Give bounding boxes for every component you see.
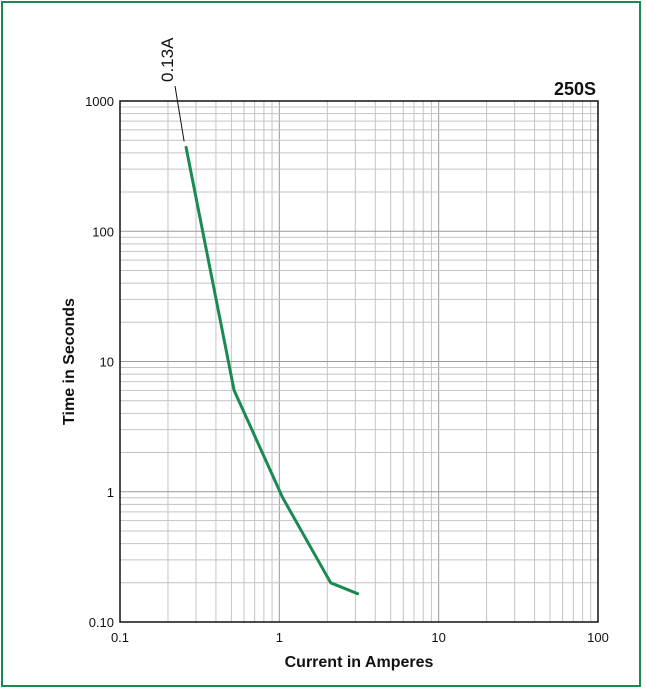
y-tick-label: 0.10 [89, 615, 114, 630]
x-axis-title: Current in Amperes [285, 654, 434, 671]
y-tick-label: 100 [92, 224, 114, 239]
y-axis-title: Time in Seconds [61, 298, 78, 425]
chart-title: 250S [554, 79, 596, 99]
y-tick-label: 1 [107, 485, 114, 500]
x-tick-label: 100 [587, 630, 609, 645]
tick-labels: 0.1 1 10 100 0.10 1 10 100 1000 [85, 94, 609, 645]
x-tick-label: 1 [276, 630, 283, 645]
x-tick-label: 0.1 [111, 630, 129, 645]
y-tick-label: 10 [100, 355, 114, 370]
series-line [184, 145, 360, 596]
series-annotation-label: 0.13A [158, 37, 177, 82]
x-tick-label: 10 [431, 630, 445, 645]
plot-border [119, 100, 599, 623]
annotation-leader-line [174, 85, 185, 142]
y-tick-label: 1000 [85, 94, 114, 109]
series-layer: 0.13A [158, 37, 360, 596]
